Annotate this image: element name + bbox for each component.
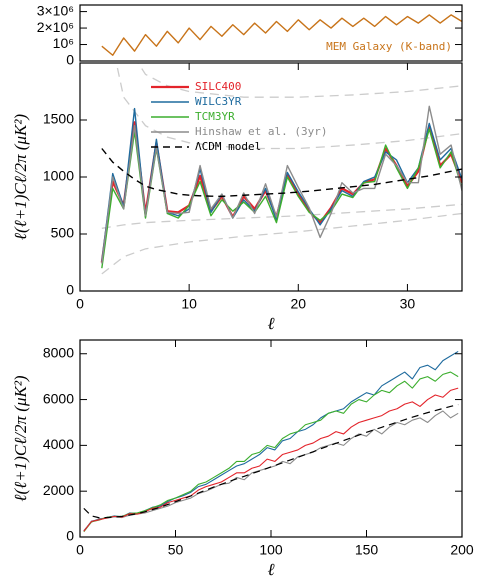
plot-area bbox=[101, 14, 462, 56]
legend-label: ΛCDM model bbox=[195, 140, 261, 153]
x-tick-label: 50 bbox=[168, 542, 184, 558]
x-tick-label: 0 bbox=[76, 542, 84, 558]
series-line bbox=[83, 371, 459, 533]
confidence-band bbox=[101, 203, 462, 229]
y-tick-label: 500 bbox=[51, 225, 75, 241]
y-tick-label: 2000 bbox=[43, 482, 74, 498]
series-line bbox=[101, 105, 462, 264]
y-tick-label: 8000 bbox=[43, 344, 74, 360]
y-tick-label: 6000 bbox=[43, 390, 74, 406]
y-axis-label: ℓ(ℓ+1)Cℓ/2π (μK²) bbox=[11, 114, 30, 240]
x-tick-label: 150 bbox=[355, 542, 379, 558]
y-axis-label: ℓ(ℓ+1)Cℓ/2π (μK²) bbox=[11, 375, 30, 501]
plot-area bbox=[83, 350, 459, 533]
series-line bbox=[83, 387, 459, 532]
legend-label: TCM3YR bbox=[195, 110, 235, 123]
confidence-band bbox=[137, 63, 462, 98]
series-line bbox=[83, 350, 459, 532]
y-tick-label: 3×10⁶ bbox=[37, 2, 74, 18]
y-tick-label: 0 bbox=[66, 52, 74, 68]
y-tick-label: 0 bbox=[66, 282, 74, 298]
x-tick-label: 10 bbox=[181, 296, 197, 312]
x-tick-label: 30 bbox=[400, 296, 416, 312]
legend-label: SILC400 bbox=[195, 80, 241, 93]
x-tick-label: 0 bbox=[76, 296, 84, 312]
x-axis-label: ℓ bbox=[267, 314, 274, 333]
y-tick-label: 1500 bbox=[43, 111, 74, 127]
x-tick-label: 200 bbox=[450, 542, 474, 558]
plot-area bbox=[100, 63, 462, 275]
x-axis-label: ℓ bbox=[267, 560, 274, 579]
axes-frame bbox=[79, 339, 463, 538]
series-line bbox=[101, 14, 462, 56]
series-label: MEM Galaxy (K-band) bbox=[326, 40, 452, 53]
x-tick-label: 20 bbox=[290, 296, 306, 312]
y-tick-label: 0 bbox=[66, 528, 74, 544]
confidence-band bbox=[101, 212, 462, 275]
series-line bbox=[101, 148, 462, 198]
y-tick-label: 1000 bbox=[43, 168, 74, 184]
legend-label: WILC3YR bbox=[195, 95, 242, 108]
y-tick-label: 2×10⁶ bbox=[37, 19, 74, 35]
y-tick-label: 4000 bbox=[43, 436, 74, 452]
y-tick-label: 10⁶ bbox=[53, 35, 74, 51]
legend-label: Hinshaw et al. (3yr) bbox=[195, 125, 327, 138]
x-tick-label: 100 bbox=[259, 542, 283, 558]
axes-frame bbox=[79, 4, 463, 62]
series-line bbox=[83, 404, 459, 519]
